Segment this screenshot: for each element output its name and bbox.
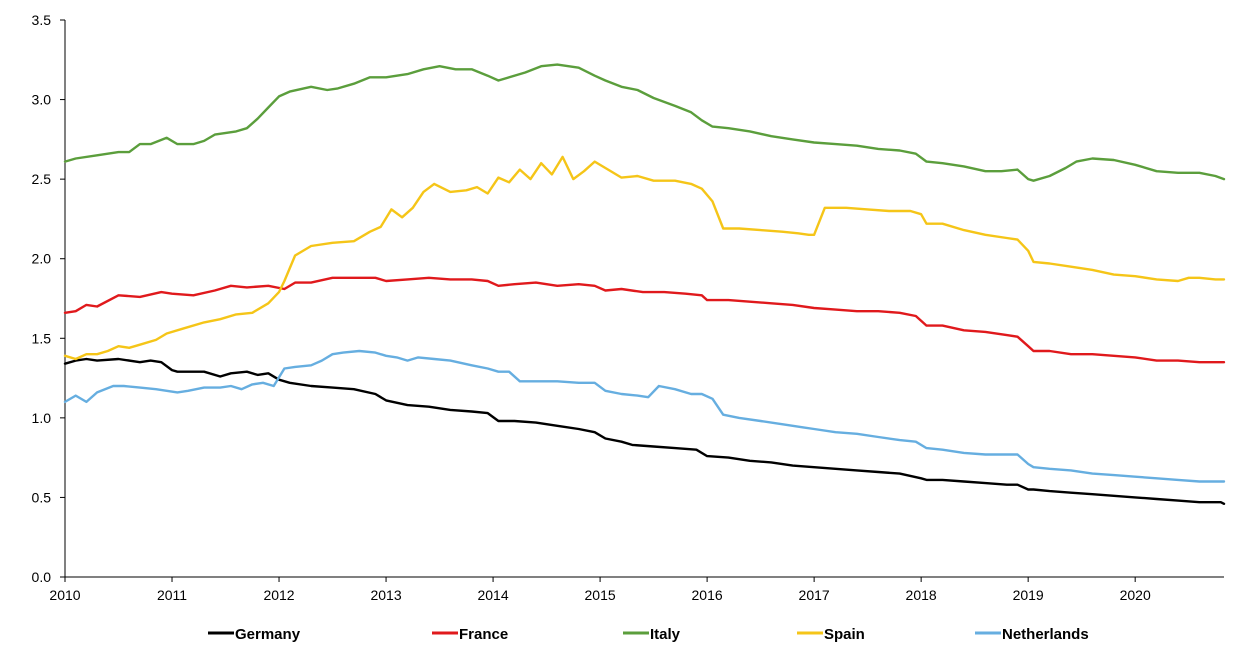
y-tick-label: 2.5: [32, 171, 52, 187]
legend-label-germany: Germany: [235, 626, 301, 643]
legend-label-spain: Spain: [824, 626, 865, 643]
x-tick-label: 2013: [370, 587, 401, 603]
series-layer: [63, 63, 1226, 505]
x-tick-label: 2019: [1013, 587, 1044, 603]
y-tick-label: 2.0: [32, 251, 52, 267]
y-tick-label: 1.5: [32, 330, 52, 346]
series-line-italy: [63, 63, 1226, 182]
y-tick-label: 0.0: [32, 569, 52, 585]
y-tick-label: 1.0: [32, 410, 52, 426]
x-tick-label: 2016: [692, 587, 723, 603]
series-line-spain: [63, 155, 1226, 361]
y-tick-label: 0.5: [32, 489, 52, 505]
y-axis-ticks: 0.0 0.5 1.0 1.5 2.0 2.5 3.0 3.5: [32, 12, 65, 585]
x-tick-label: 2014: [477, 587, 508, 603]
x-tick-label: 2018: [906, 587, 937, 603]
x-tick-label: 2020: [1120, 587, 1151, 603]
series-line-germany: [63, 357, 1226, 505]
x-tick-label: 2012: [263, 587, 294, 603]
series-line-france: [63, 276, 1226, 364]
legend-label-france: France: [459, 626, 508, 643]
x-tick-label: 2017: [799, 587, 830, 603]
y-tick-label: 3.5: [32, 12, 52, 28]
axes: [64, 20, 1224, 578]
series-line-netherlands: [63, 349, 1226, 483]
legend: Germany France Italy Spain Netherlands: [208, 626, 1089, 643]
legend-label-netherlands: Netherlands: [1002, 626, 1089, 643]
y-tick-label: 3.0: [32, 92, 52, 108]
legend-label-italy: Italy: [650, 626, 681, 643]
x-tick-label: 2010: [49, 587, 80, 603]
x-axis-ticks: 2010 2011 2012 2013 2014 2015 2016 2017 2018 2019…: [49, 577, 1151, 603]
x-tick-label: 2015: [585, 587, 616, 603]
x-tick-label: 2011: [157, 587, 187, 603]
